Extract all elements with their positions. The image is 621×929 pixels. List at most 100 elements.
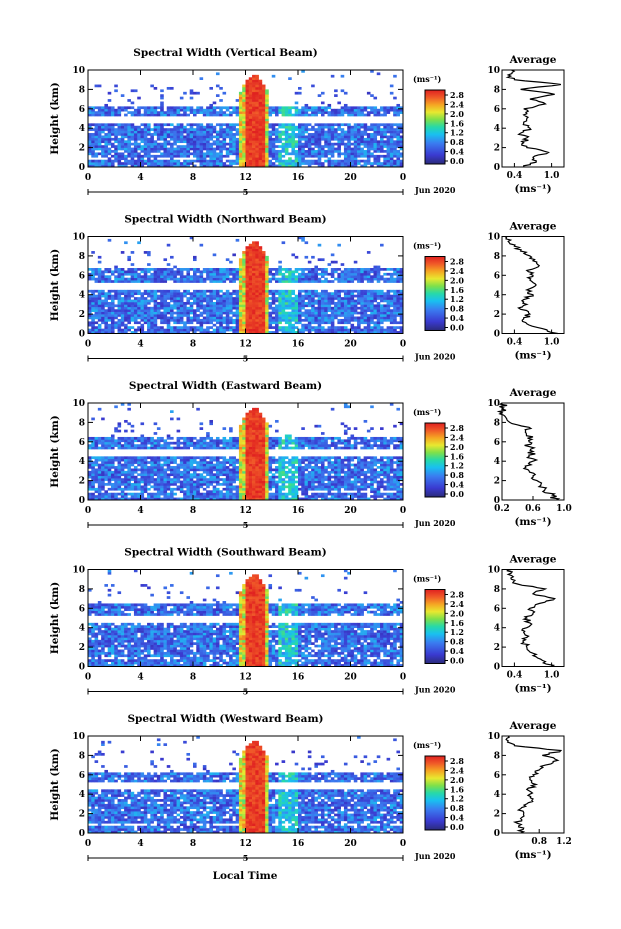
- y-axis-title: Height (km): [49, 415, 61, 487]
- y-tick-label: 6: [79, 604, 85, 614]
- average-x-tick-label: 1.0: [544, 671, 560, 681]
- date-label: Jun 2020: [414, 518, 456, 528]
- x-tick-label: 4: [137, 839, 143, 849]
- average-x-tick-label: 1.2: [556, 837, 572, 847]
- panel-title: Spectral Width (Eastward Beam): [129, 380, 322, 392]
- y-tick-label: 10: [72, 233, 85, 243]
- colorbar-tick-label: 2.0: [450, 275, 464, 285]
- y-tick-label: 0: [79, 829, 85, 839]
- heatmap-cells: [88, 736, 404, 834]
- colorbar: [424, 422, 446, 498]
- average-y-tick-label: 4: [494, 457, 500, 467]
- colorbar-tick-label: 1.2: [450, 294, 464, 304]
- colorbar-unit: (ms⁻¹): [413, 574, 441, 584]
- colorbar-tick-label: 2.0: [450, 608, 464, 618]
- x-tick-label: 0: [400, 673, 406, 683]
- x-tick-label: 0: [400, 839, 406, 849]
- average-y-tick-label: 4: [494, 124, 500, 134]
- date-marker: 5: [243, 520, 249, 530]
- date-label: Jun 2020: [414, 352, 456, 362]
- average-title: Average: [509, 387, 557, 399]
- x-tick-label: 12: [239, 340, 252, 350]
- panel-2: Spectral Width (Northward Beam) 0 2 4 6 8 10 He…: [49, 214, 565, 364]
- date-label: Jun 2020: [414, 851, 456, 861]
- colorbar-tick-label: 1.6: [450, 451, 464, 461]
- colorbar-tick-label: 0.8: [450, 803, 464, 813]
- y-tick-label: 8: [79, 85, 85, 95]
- panel-3: Spectral Width (Eastward Beam) 0 2 4 6 8 10 Hei…: [49, 380, 572, 530]
- y-tick-label: 4: [79, 790, 85, 800]
- x-tick-label: 12: [239, 173, 252, 183]
- x-tick-label: 8: [190, 673, 196, 683]
- colorbar-tick-label: 2.8: [450, 590, 464, 600]
- average-y-tick-label: 10: [487, 566, 500, 576]
- average-y-tick-label: 8: [494, 585, 500, 595]
- colorbar-tick-label: 0.0: [450, 156, 464, 166]
- average-y-tick-label: 10: [487, 732, 500, 742]
- colorbar-tick-label: 0.4: [450, 313, 464, 323]
- panel-4: Spectral Width (Southward Beam) 0 2 4 6 8 10 He…: [49, 547, 565, 697]
- colorbar-tick-label: 0.8: [450, 637, 464, 647]
- heatmap-cells: [88, 403, 404, 501]
- y-tick-label: 0: [79, 163, 85, 173]
- colorbar-tick-label: 1.2: [450, 627, 464, 637]
- y-tick-label: 2: [79, 144, 85, 154]
- average-y-tick-label: 2: [494, 643, 500, 653]
- y-tick-label: 10: [72, 732, 85, 742]
- panel-1: Spectral Width (Vertical Beam) 0 2 4 6 8 10 Hei…: [49, 47, 565, 197]
- x-axis-title: Local Time: [213, 870, 278, 882]
- average-x-tick-label: 0.4: [507, 338, 523, 348]
- average-y-tick-label: 6: [494, 271, 500, 281]
- y-tick-label: 0: [79, 330, 85, 340]
- x-tick-label: 0: [85, 839, 91, 849]
- average-unit: (ms⁻¹): [514, 683, 551, 695]
- panel-title: Spectral Width (Vertical Beam): [133, 47, 317, 59]
- y-tick-label: 2: [79, 310, 85, 320]
- x-tick-label: 8: [190, 173, 196, 183]
- colorbar-tick-label: 2.4: [450, 99, 464, 109]
- average-title: Average: [509, 554, 557, 566]
- y-tick-label: 4: [79, 291, 85, 301]
- y-tick-label: 0: [79, 663, 85, 673]
- y-axis-title: Height (km): [49, 748, 61, 820]
- average-y-tick-label: 6: [494, 105, 500, 115]
- colorbar-unit: (ms⁻¹): [413, 407, 441, 417]
- average-unit: (ms⁻¹): [514, 350, 551, 362]
- y-tick-label: 6: [79, 105, 85, 115]
- date-marker: 5: [243, 187, 249, 197]
- average-x-tick-label: 1.0: [544, 171, 560, 181]
- x-tick-label: 0: [85, 673, 91, 683]
- y-tick-label: 2: [79, 477, 85, 487]
- average-profile-line: [505, 69, 561, 167]
- colorbar-tick-label: 1.2: [450, 461, 464, 471]
- x-tick-label: 16: [292, 173, 305, 183]
- y-tick-label: 4: [79, 124, 85, 134]
- average-title: Average: [509, 54, 557, 66]
- average-y-tick-label: 2: [494, 477, 500, 487]
- x-tick-label: 0: [85, 506, 91, 516]
- average-frame: [501, 569, 565, 667]
- colorbar-tick-label: 2.0: [450, 442, 464, 452]
- panel-5: Spectral Width (Westward Beam) 0 2 4 6 8 10 Hei…: [49, 713, 572, 863]
- date-marker: 5: [243, 354, 249, 364]
- average-y-tick-label: 2: [494, 310, 500, 320]
- colorbar-tick-label: 0.0: [450, 323, 464, 333]
- x-tick-label: 4: [137, 173, 143, 183]
- date-marker: 5: [243, 853, 249, 863]
- colorbar-tick-label: 0.4: [450, 646, 464, 656]
- x-tick-label: 4: [137, 340, 143, 350]
- average-y-tick-label: 8: [494, 252, 500, 262]
- x-tick-label: 0: [400, 173, 406, 183]
- y-axis-title: Height (km): [49, 82, 61, 154]
- average-y-tick-label: 4: [494, 291, 500, 301]
- colorbar-tick-label: 2.4: [450, 432, 464, 442]
- colorbar-unit: (ms⁻¹): [413, 740, 441, 750]
- x-tick-label: 20: [344, 340, 357, 350]
- average-unit: (ms⁻¹): [514, 516, 551, 528]
- average-y-tick-label: 0: [494, 496, 500, 506]
- average-x-tick-label: 1.0: [556, 504, 572, 514]
- average-frame: [501, 69, 565, 168]
- heatmap-cells: [88, 569, 404, 667]
- panel-title: Spectral Width (Westward Beam): [127, 713, 323, 725]
